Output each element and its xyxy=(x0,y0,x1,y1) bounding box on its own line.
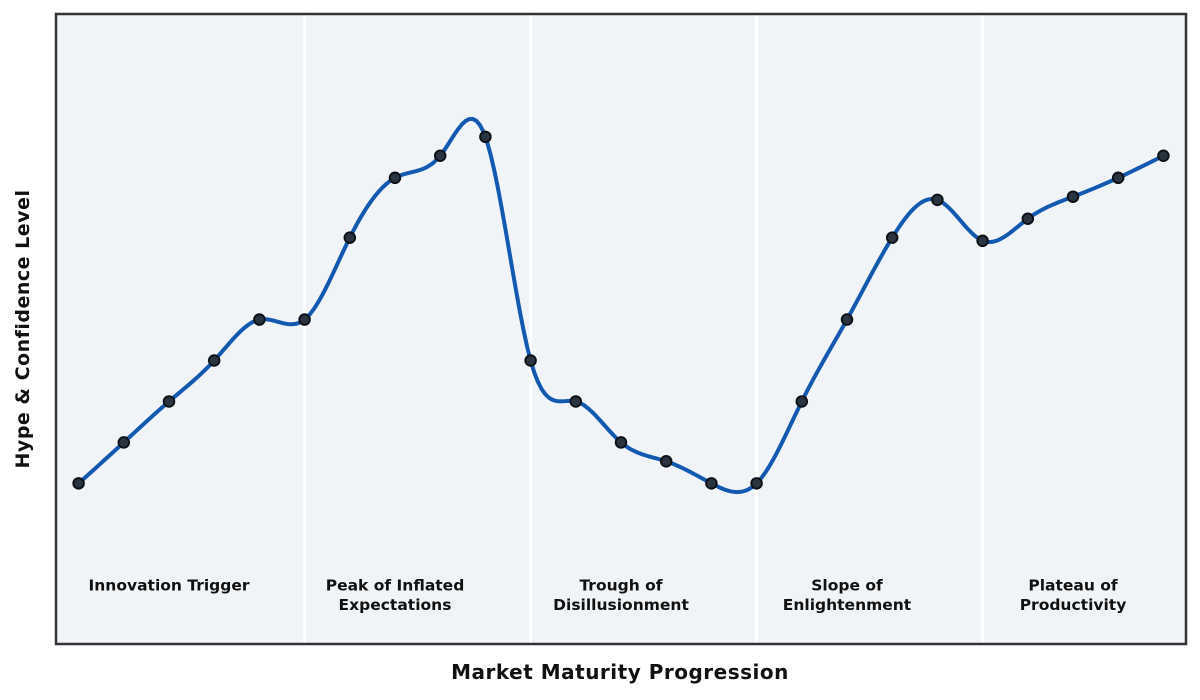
phase-label: Slope of Enlightenment xyxy=(783,576,912,614)
plot-border xyxy=(54,12,1188,646)
data-point-marker xyxy=(388,171,402,185)
data-point-marker xyxy=(931,193,944,207)
data-point-marker xyxy=(343,231,357,244)
data-point-marker xyxy=(253,313,266,326)
data-point-marker xyxy=(885,231,899,244)
data-point-marker xyxy=(298,313,311,326)
phase-label: Plateau of Productivity xyxy=(1020,576,1127,614)
phase-label: Trough of Disillusionment xyxy=(553,576,689,614)
data-point-marker xyxy=(117,436,131,449)
data-point-marker xyxy=(614,436,628,449)
data-point-marker xyxy=(705,477,718,490)
phase-label: Peak of Inflated Expectations xyxy=(326,576,465,614)
data-point-marker xyxy=(1157,149,1170,162)
data-point-marker xyxy=(840,313,854,326)
y-axis-label: Hype & Confidence Level xyxy=(12,189,34,469)
data-point-marker xyxy=(162,395,176,408)
data-point-marker xyxy=(750,477,763,490)
data-point-marker xyxy=(524,354,537,367)
data-point-marker xyxy=(1111,171,1125,185)
data-point-marker xyxy=(1066,190,1080,203)
data-point-marker xyxy=(1021,212,1035,225)
data-point-marker xyxy=(569,395,583,408)
x-axis-label: Market Maturity Progression xyxy=(451,660,789,684)
data-point-marker xyxy=(659,455,673,468)
data-point-marker xyxy=(207,354,221,367)
phase-label: Innovation Trigger xyxy=(88,576,249,594)
plot-background xyxy=(56,14,1186,644)
data-point-marker xyxy=(976,234,989,248)
data-point-marker xyxy=(795,395,809,408)
data-point-marker xyxy=(72,477,85,490)
data-point-marker xyxy=(433,149,447,162)
data-point-marker xyxy=(479,130,492,144)
